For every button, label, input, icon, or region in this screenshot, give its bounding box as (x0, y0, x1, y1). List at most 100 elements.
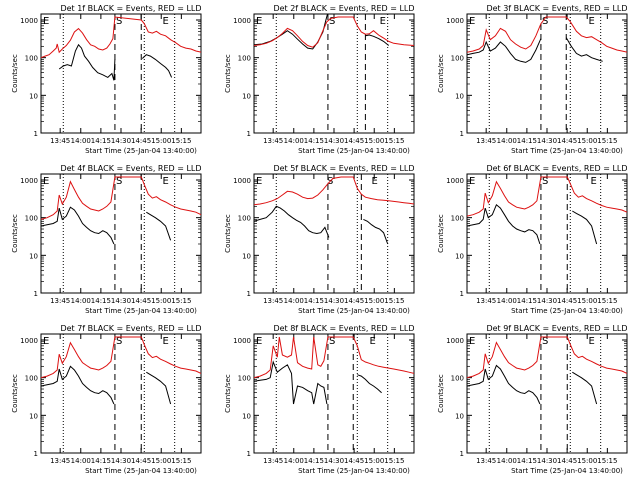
y-tick-label: 100 (238, 55, 251, 63)
y-axis-label: Counts/sec (437, 54, 445, 93)
panel-title: Det 1f BLACK = Events, RED = LLD (60, 4, 201, 13)
x-tick-label: 15:15 (171, 297, 191, 305)
events-line (467, 364, 598, 405)
panel-title: Det 4f BLACK = Events, RED = LLD (60, 164, 201, 173)
y-tick-label: 100 (451, 215, 464, 223)
panel-2: Det 2f BLACK = Events, RED = LLD 1 10 100 10… (224, 4, 415, 155)
events-line (41, 206, 172, 245)
y-tick-label: 10 (455, 92, 464, 100)
x-tick-label: 14:30 (111, 137, 131, 145)
y-tick-label: 10 (455, 252, 464, 260)
x-axis-label: Start Time (25-Jan-04 13:40:00) (511, 147, 623, 155)
plot-frame (40, 173, 202, 294)
plot-frame (253, 173, 415, 294)
y-tick-label: 1 (247, 450, 251, 458)
marker-label-e: E (43, 16, 49, 27)
x-tick-label: 14:00 (71, 137, 91, 145)
y-tick-label: 10 (242, 412, 251, 420)
x-tick-label: 14:00 (284, 457, 304, 465)
y-axis-label: Counts/sec (224, 214, 232, 253)
y-tick-label: 1 (34, 130, 38, 138)
marker-label-e: E (369, 336, 375, 347)
x-tick-label: 13:45 (263, 297, 283, 305)
x-tick-label: 14:45 (557, 457, 577, 465)
x-tick-label: 14:15 (91, 137, 111, 145)
y-tick-label: 1000 (446, 177, 464, 185)
y-tick-label: 1000 (20, 337, 38, 345)
events-line (41, 365, 172, 405)
x-tick-label: 14:00 (71, 457, 91, 465)
panel-3: Det 3f BLACK = Events, RED = LLD 1 10 100 10… (437, 4, 628, 155)
panel-9: Det 9f BLACK = Events, RED = LLD 1 10 100 10… (437, 324, 628, 475)
x-tick-label: 14:45 (131, 457, 151, 465)
x-axis-label: Start Time (25-Jan-04 13:40:00) (85, 147, 197, 155)
x-tick-label: 13:45 (476, 297, 496, 305)
x-tick-label: 14:00 (284, 137, 304, 145)
x-tick-label: 14:15 (517, 137, 537, 145)
y-tick-label: 1000 (233, 17, 251, 25)
x-tick-label: 14:00 (497, 137, 517, 145)
x-tick-label: 14:45 (557, 297, 577, 305)
x-tick-label: 14:45 (344, 457, 364, 465)
x-tick-label: 13:45 (50, 137, 70, 145)
x-tick-label: 15:00 (364, 457, 384, 465)
x-axis-label: Start Time (25-Jan-04 13:40:00) (298, 147, 410, 155)
x-tick-label: 14:30 (324, 457, 344, 465)
x-tick-label: 15:15 (171, 457, 191, 465)
lld-line (467, 16, 627, 53)
plot-frame (466, 13, 628, 134)
y-tick-label: 1 (460, 290, 464, 298)
y-tick-label: 1 (247, 130, 251, 138)
x-tick-label: 13:45 (50, 297, 70, 305)
x-axis-label: Start Time (25-Jan-04 13:40:00) (85, 307, 197, 315)
x-axis-label: Start Time (25-Jan-04 13:40:00) (85, 467, 197, 475)
x-tick-label: 15:00 (577, 137, 597, 145)
marker-label-s: S (542, 16, 548, 27)
plot-frame (466, 333, 628, 454)
y-axis-label: Counts/sec (437, 214, 445, 253)
y-tick-label: 1000 (20, 17, 38, 25)
panel-6: Det 6f BLACK = Events, RED = LLD 1 10 100 10… (437, 164, 628, 315)
y-tick-label: 1 (460, 450, 464, 458)
y-tick-label: 10 (455, 412, 464, 420)
x-tick-label: 15:00 (364, 297, 384, 305)
y-tick-label: 10 (242, 92, 251, 100)
x-tick-label: 13:45 (50, 457, 70, 465)
events-line (254, 14, 390, 50)
x-tick-label: 14:30 (537, 137, 557, 145)
marker-label-e: E (256, 176, 262, 187)
y-axis-label: Counts/sec (11, 214, 19, 253)
x-axis-label: Start Time (25-Jan-04 13:40:00) (511, 467, 623, 475)
y-tick-label: 1 (34, 290, 38, 298)
x-tick-label: 14:15 (91, 297, 111, 305)
x-tick-label: 15:00 (364, 137, 384, 145)
marker-label-e: E (591, 176, 597, 187)
lld-line (467, 336, 627, 379)
plot-frame (40, 13, 202, 134)
x-tick-label: 14:00 (497, 457, 517, 465)
y-tick-label: 10 (29, 92, 38, 100)
marker-label-s: S (542, 336, 548, 347)
x-tick-label: 14:45 (344, 297, 364, 305)
y-tick-label: 1000 (233, 337, 251, 345)
panel-7: Det 7f BLACK = Events, RED = LLD 1 10 100 10… (11, 324, 202, 475)
x-tick-label: 14:00 (284, 297, 304, 305)
plot-frame (40, 333, 202, 454)
x-tick-label: 14:15 (304, 457, 324, 465)
y-tick-label: 1 (460, 130, 464, 138)
x-tick-label: 14:30 (111, 457, 131, 465)
x-tick-label: 14:15 (517, 297, 537, 305)
x-tick-label: 15:00 (577, 297, 597, 305)
marker-label-e: E (589, 336, 595, 347)
marker-label-e: E (256, 336, 262, 347)
x-tick-label: 15:15 (597, 137, 617, 145)
x-tick-label: 15:15 (384, 137, 404, 145)
y-tick-label: 1 (247, 290, 251, 298)
marker-label-e: E (589, 16, 595, 27)
x-axis-label: Start Time (25-Jan-04 13:40:00) (511, 307, 623, 315)
events-line (254, 205, 389, 245)
x-tick-label: 14:15 (91, 457, 111, 465)
y-tick-label: 1 (34, 450, 38, 458)
marker-label-e: E (469, 336, 475, 347)
